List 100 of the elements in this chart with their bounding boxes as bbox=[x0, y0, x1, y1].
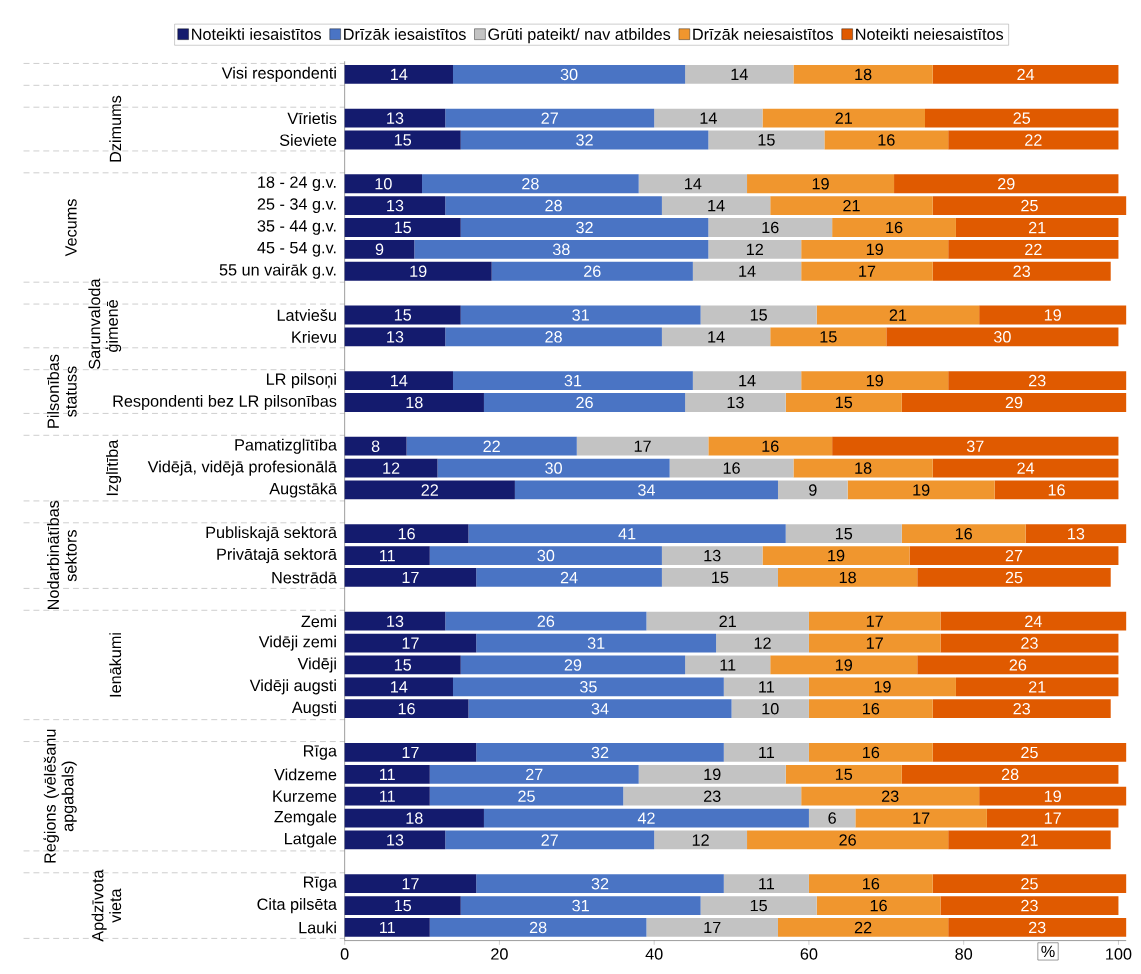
y-tick-label: Vidzeme bbox=[274, 768, 337, 781]
bar bbox=[344, 786, 430, 806]
data-label: 10 bbox=[375, 177, 392, 190]
y-tick-label: Pamatizglītība bbox=[235, 438, 337, 454]
bar bbox=[932, 64, 1119, 84]
data-label: 34 bbox=[638, 484, 655, 496]
bar bbox=[785, 764, 902, 784]
bar bbox=[723, 743, 809, 762]
bar bbox=[646, 918, 778, 937]
y-tick-label: Vidēji zemi bbox=[258, 635, 336, 651]
bar bbox=[909, 546, 1119, 565]
bar bbox=[747, 174, 895, 194]
bar bbox=[344, 874, 477, 894]
data-label: 16 bbox=[1048, 484, 1065, 496]
data-label: 18 bbox=[406, 396, 423, 409]
data-label: 28 bbox=[545, 199, 562, 212]
data-label: 15 bbox=[394, 221, 412, 234]
y-tick-label: Latgale bbox=[285, 832, 337, 848]
data-label: 15 bbox=[750, 899, 767, 912]
data-label: 25 bbox=[1021, 877, 1038, 890]
bar bbox=[576, 436, 709, 456]
bar bbox=[344, 699, 469, 719]
data-label: 18 bbox=[855, 462, 872, 474]
y-tick-label: Privātajā sektorā bbox=[217, 547, 337, 564]
bar bbox=[940, 611, 1127, 631]
data-label: 21 bbox=[1021, 834, 1038, 846]
x-tick-label: 0 bbox=[340, 948, 349, 960]
y-tick-label: 18 - 24 g.v. bbox=[258, 176, 336, 192]
data-label: 19 bbox=[866, 374, 883, 387]
x-tick-label: 60 bbox=[800, 948, 818, 960]
data-label: 26 bbox=[584, 265, 601, 277]
bar bbox=[793, 458, 933, 478]
bar bbox=[708, 130, 825, 150]
text: Sarunvaloda ģimenē bbox=[88, 278, 122, 369]
bar bbox=[948, 130, 1119, 150]
bar bbox=[955, 218, 1119, 237]
bar bbox=[932, 261, 1111, 281]
bar bbox=[483, 808, 809, 828]
text: Apdzīvota vieta bbox=[91, 869, 122, 942]
bar bbox=[476, 568, 662, 587]
bar bbox=[994, 480, 1119, 500]
bar bbox=[940, 896, 1119, 915]
bar bbox=[437, 458, 670, 478]
data-label: 24 bbox=[1017, 462, 1035, 474]
data-label: 16 bbox=[398, 527, 415, 540]
data-label: 31 bbox=[564, 374, 582, 387]
bar bbox=[344, 633, 477, 653]
data-label: 14 bbox=[708, 199, 725, 212]
data-label: 11 bbox=[380, 921, 395, 933]
y-tick-label: Augsti bbox=[291, 701, 336, 717]
bar bbox=[661, 546, 763, 565]
data-label: 23 bbox=[1028, 374, 1046, 387]
y-tick-label: 35 - 44 g.v. bbox=[257, 220, 336, 235]
bar bbox=[793, 64, 933, 84]
bar bbox=[445, 830, 655, 850]
data-label: 16 bbox=[863, 877, 880, 890]
data-label: 34 bbox=[591, 702, 609, 715]
legend-label: Drīzāk iesaistītos bbox=[344, 28, 466, 40]
bar bbox=[932, 458, 1119, 478]
data-label: 26 bbox=[839, 834, 856, 846]
bar bbox=[460, 305, 701, 325]
bar bbox=[777, 480, 848, 500]
data-label: 14 bbox=[731, 68, 748, 80]
data-label: 27 bbox=[541, 112, 558, 124]
bar bbox=[808, 874, 933, 894]
data-label: 22 bbox=[483, 440, 500, 452]
data-label: 27 bbox=[526, 768, 543, 780]
bar bbox=[460, 218, 709, 237]
bar bbox=[808, 677, 956, 697]
data-label: 38 bbox=[552, 243, 570, 256]
bar bbox=[344, 611, 446, 631]
data-label: 16 bbox=[863, 702, 880, 715]
x-tick-label: 100 bbox=[1106, 948, 1132, 960]
bar bbox=[948, 239, 1119, 259]
bar bbox=[344, 371, 453, 390]
data-label: 16 bbox=[955, 527, 973, 540]
text: Vecums bbox=[65, 199, 77, 257]
x-tick-label: 40 bbox=[645, 948, 663, 960]
data-label: 11 bbox=[380, 768, 395, 780]
bar bbox=[414, 239, 709, 259]
bar bbox=[801, 786, 980, 806]
bar bbox=[940, 633, 1119, 653]
data-label: 19 bbox=[410, 265, 427, 277]
bar bbox=[948, 918, 1127, 937]
data-label: 15 bbox=[835, 768, 853, 780]
data-label: 18 bbox=[855, 68, 872, 81]
y-tick-label: Vīrietis bbox=[287, 112, 337, 125]
data-label: 24 bbox=[1017, 68, 1035, 80]
data-label: 16 bbox=[762, 221, 779, 234]
data-label: 23 bbox=[1013, 702, 1031, 715]
data-label: 21 bbox=[1028, 681, 1046, 693]
bar bbox=[832, 218, 956, 237]
bar bbox=[808, 633, 941, 653]
bar bbox=[344, 480, 515, 500]
data-label: 29 bbox=[1005, 396, 1023, 409]
data-label: 28 bbox=[529, 921, 547, 934]
data-label: 16 bbox=[723, 462, 740, 474]
y-tick-label: Zemgale bbox=[274, 810, 337, 826]
data-label: 37 bbox=[966, 440, 984, 452]
data-label: 11 bbox=[759, 746, 775, 758]
